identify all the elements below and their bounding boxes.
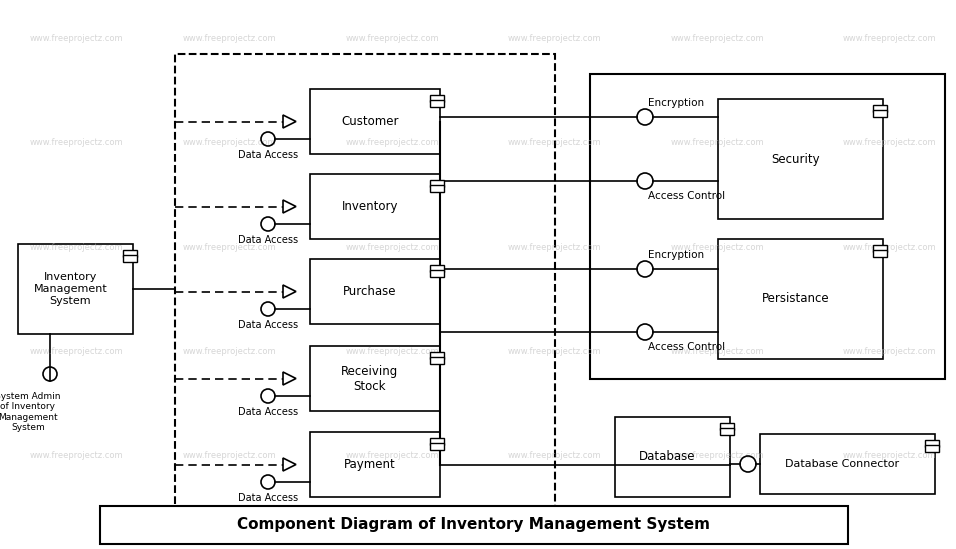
Bar [175, 54, 555, 519]
Bar [873, 105, 887, 112]
Bar [430, 265, 444, 272]
Text: Data Access: Data Access [238, 407, 298, 417]
Text: Data Access: Data Access [238, 235, 298, 245]
Bar [430, 352, 444, 359]
Bar [310, 259, 440, 324]
Text: www.freeprojectz.com: www.freeprojectz.com [508, 347, 601, 356]
Bar [430, 180, 444, 187]
Text: www.freeprojectz.com: www.freeprojectz.com [670, 34, 764, 43]
Polygon shape [283, 115, 296, 128]
Text: Inventory: Inventory [341, 200, 399, 213]
Text: www.freeprojectz.com: www.freeprojectz.com [345, 347, 439, 356]
Text: www.freeprojectz.com: www.freeprojectz.com [670, 138, 764, 147]
Text: www.freeprojectz.com: www.freeprojectz.com [508, 243, 601, 251]
Text: Database: Database [640, 451, 696, 463]
Text: www.freeprojectz.com: www.freeprojectz.com [842, 34, 936, 43]
Text: www.freeprojectz.com: www.freeprojectz.com [183, 138, 276, 147]
Bar [100, 506, 848, 544]
Text: Encryption: Encryption [648, 250, 705, 260]
Text: www.freeprojectz.com: www.freeprojectz.com [345, 243, 439, 251]
Text: www.freeprojectz.com: www.freeprojectz.com [30, 347, 123, 356]
Text: Customer: Customer [341, 115, 399, 128]
Bar [310, 432, 440, 497]
Bar [590, 74, 945, 379]
Text: www.freeprojectz.com: www.freeprojectz.com [30, 138, 123, 147]
Text: www.freeprojectz.com: www.freeprojectz.com [670, 347, 764, 356]
Text: www.freeprojectz.com: www.freeprojectz.com [30, 243, 123, 251]
Text: www.freeprojectz.com: www.freeprojectz.com [508, 138, 601, 147]
Text: Receiving
Stock: Receiving Stock [341, 365, 399, 393]
Bar [718, 99, 883, 219]
Polygon shape [283, 458, 296, 471]
Bar [123, 255, 137, 262]
Text: Access Control: Access Control [648, 342, 725, 352]
Text: Purchase: Purchase [343, 285, 397, 298]
Bar [430, 438, 444, 445]
Polygon shape [283, 285, 296, 298]
Text: www.freeprojectz.com: www.freeprojectz.com [842, 347, 936, 356]
Bar [430, 270, 444, 277]
Bar [718, 239, 883, 359]
Text: Inventory
Management
System: Inventory Management System [33, 272, 107, 306]
Text: Persistance: Persistance [762, 293, 829, 305]
Bar [720, 428, 734, 435]
Text: Encryption: Encryption [648, 98, 705, 108]
Text: www.freeprojectz.com: www.freeprojectz.com [183, 347, 276, 356]
Text: Security: Security [771, 153, 820, 165]
Bar [615, 417, 730, 497]
Bar [18, 244, 133, 334]
Bar [430, 443, 444, 450]
Polygon shape [283, 200, 296, 213]
Text: www.freeprojectz.com: www.freeprojectz.com [508, 451, 601, 460]
Bar [430, 95, 444, 102]
Text: www.freeprojectz.com: www.freeprojectz.com [508, 34, 601, 43]
Text: www.freeprojectz.com: www.freeprojectz.com [345, 138, 439, 147]
Text: System Admin
of Inventory
Management
System: System Admin of Inventory Management Sys… [0, 392, 61, 432]
Bar [873, 250, 887, 257]
Bar [310, 89, 440, 154]
Bar [873, 245, 887, 252]
Bar [430, 185, 444, 192]
Text: Data Access: Data Access [238, 320, 298, 330]
Text: www.freeprojectz.com: www.freeprojectz.com [345, 451, 439, 460]
Text: www.freeprojectz.com: www.freeprojectz.com [345, 34, 439, 43]
Bar [310, 174, 440, 239]
Text: www.freeprojectz.com: www.freeprojectz.com [842, 451, 936, 460]
Bar [720, 423, 734, 430]
Bar [925, 440, 939, 447]
Text: www.freeprojectz.com: www.freeprojectz.com [183, 451, 276, 460]
Text: Data Access: Data Access [238, 150, 298, 160]
Text: www.freeprojectz.com: www.freeprojectz.com [842, 243, 936, 251]
Text: www.freeprojectz.com: www.freeprojectz.com [842, 138, 936, 147]
Text: Component Diagram of Inventory Management System: Component Diagram of Inventory Managemen… [237, 518, 710, 533]
Text: www.freeprojectz.com: www.freeprojectz.com [670, 451, 764, 460]
Text: Data Access: Data Access [238, 493, 298, 503]
Bar [873, 110, 887, 117]
Bar [430, 357, 444, 364]
Bar [760, 434, 935, 494]
Text: www.freeprojectz.com: www.freeprojectz.com [30, 34, 123, 43]
Bar [925, 445, 939, 452]
Text: Access Control: Access Control [648, 191, 725, 201]
Text: www.freeprojectz.com: www.freeprojectz.com [183, 243, 276, 251]
Bar [123, 250, 137, 257]
Bar [430, 100, 444, 107]
Text: Payment: Payment [344, 458, 396, 471]
Text: Database Connector: Database Connector [786, 459, 900, 469]
Bar [310, 346, 440, 411]
Text: www.freeprojectz.com: www.freeprojectz.com [670, 243, 764, 251]
Polygon shape [283, 372, 296, 385]
Text: www.freeprojectz.com: www.freeprojectz.com [183, 34, 276, 43]
Text: www.freeprojectz.com: www.freeprojectz.com [30, 451, 123, 460]
